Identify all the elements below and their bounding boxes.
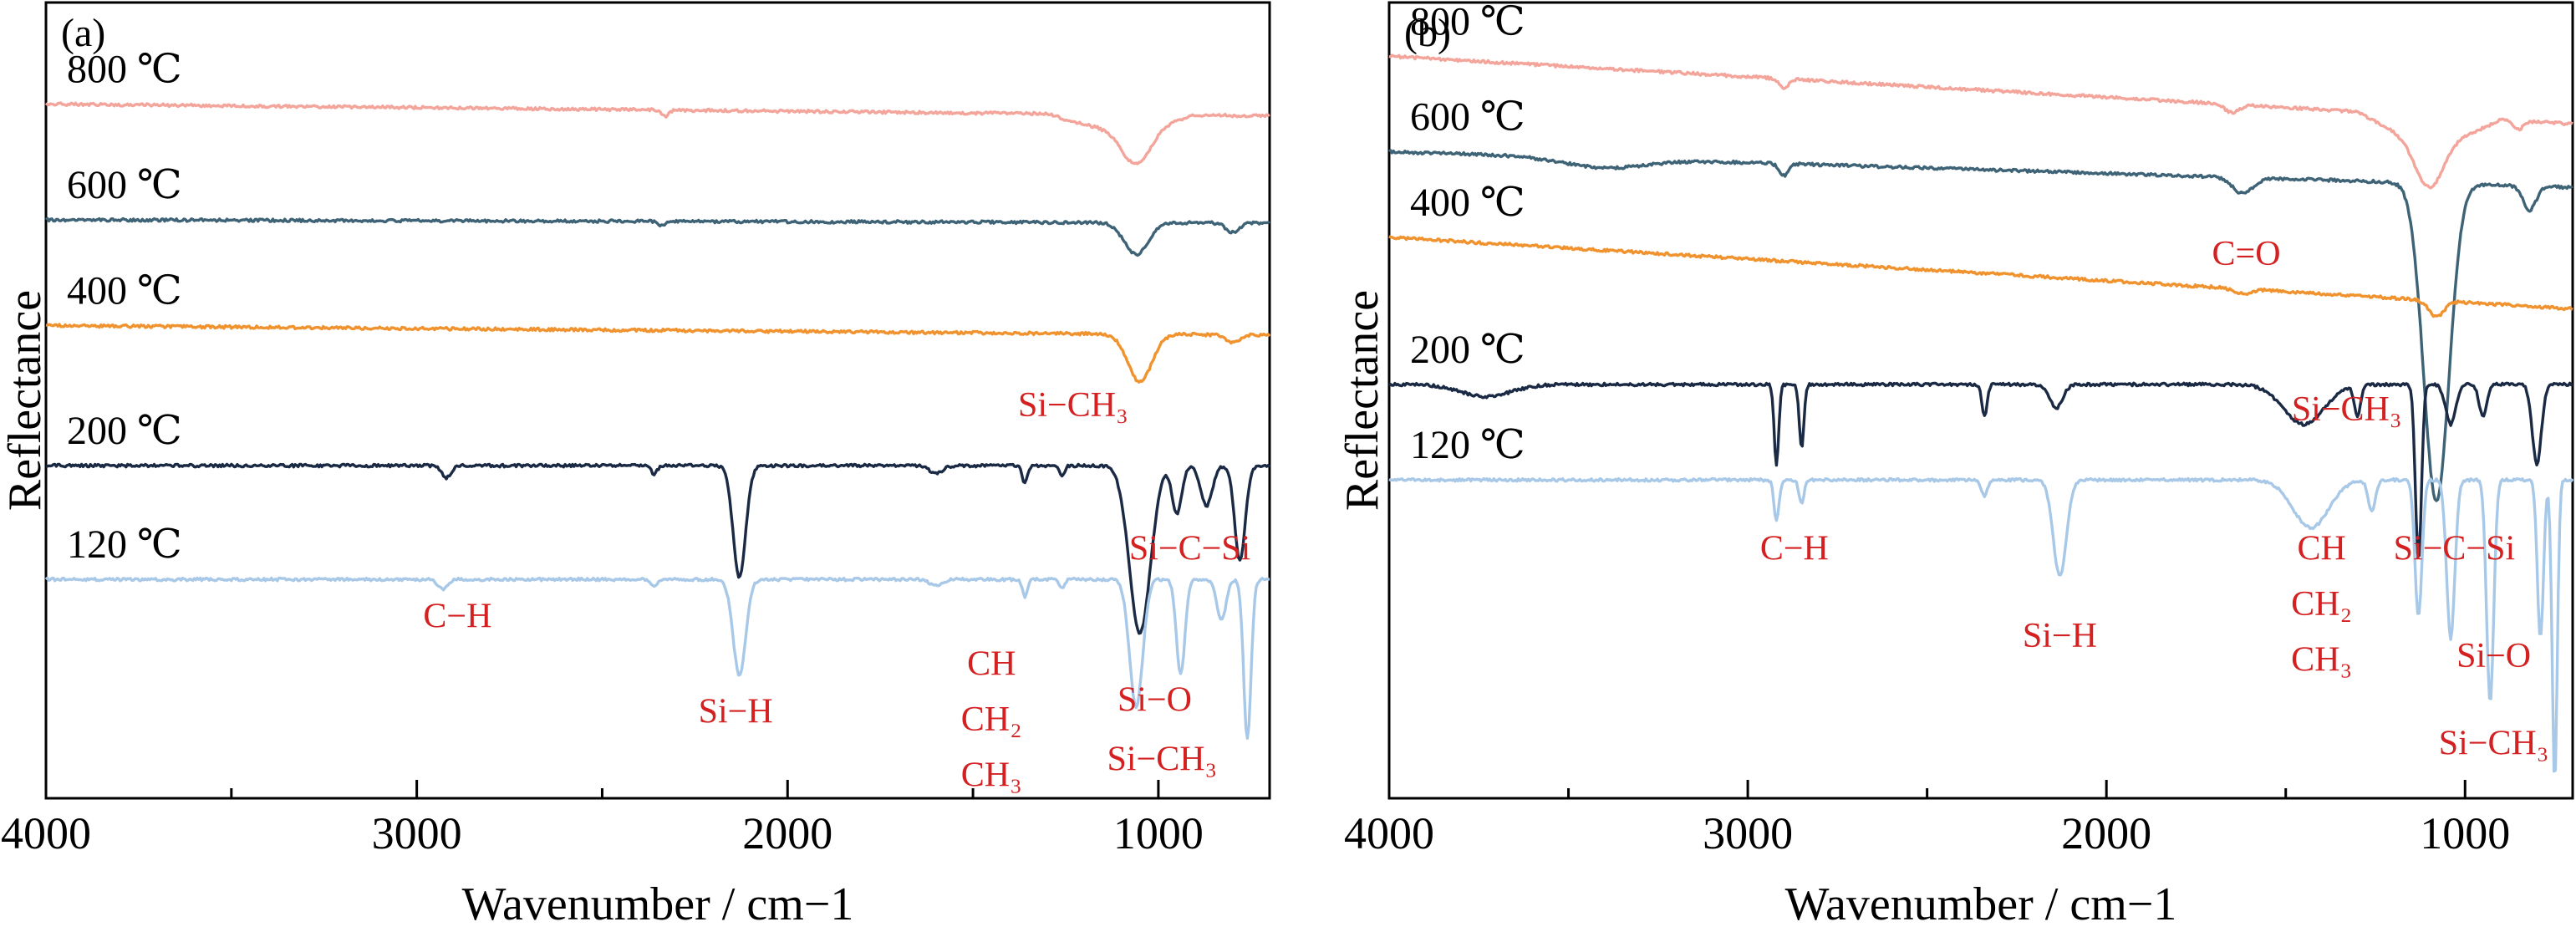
peak-annotation: CH bbox=[967, 644, 1016, 683]
peak-annotation: CH₂ bbox=[961, 700, 1022, 739]
x-tick-label: 4000 bbox=[1344, 808, 1434, 858]
series-label: 120 ℃ bbox=[67, 522, 182, 567]
peak-annotation: CH₃ bbox=[961, 756, 1022, 795]
peak-annotation: CH₂ bbox=[2291, 585, 2352, 624]
peak-annotation: Si−CH₃ bbox=[1107, 741, 1217, 779]
series-label: 200 ℃ bbox=[1410, 328, 1525, 372]
series-line-2 bbox=[1388, 235, 2573, 318]
series-line-1 bbox=[1387, 149, 2573, 502]
series-line-4 bbox=[1388, 476, 2574, 773]
panel-label: (a) bbox=[61, 11, 105, 55]
y-axis-title: Reflectance bbox=[0, 290, 51, 511]
peak-annotation: CH₃ bbox=[2291, 641, 2352, 680]
panel-a: 4000 3000 2000 1000 Wavenumber / cm−1 Reflect… bbox=[0, 1, 1271, 930]
series-label: 400 ℃ bbox=[67, 269, 182, 313]
series-label: 120 ℃ bbox=[1410, 423, 1525, 467]
peak-annotation: Si−C−Si bbox=[2394, 529, 2515, 568]
panel-label: (b) bbox=[1404, 11, 1451, 55]
peak-annotation: C−H bbox=[423, 597, 491, 635]
peak-annotation: Si−O bbox=[1117, 680, 1192, 719]
peak-annotation: Si−C−Si bbox=[1129, 529, 1250, 568]
series-label: 600 ℃ bbox=[67, 163, 182, 207]
plot-frame bbox=[1387, 1, 2574, 800]
x-tick-label: 1000 bbox=[1113, 808, 1204, 858]
peak-annotation: Si−CH₃ bbox=[1018, 386, 1128, 425]
panel-b: 4000 3000 2000 1000 Wavenumber / cm−1 Reflect… bbox=[1336, 0, 2574, 930]
series-line-3 bbox=[1388, 381, 2573, 558]
x-tick-label: 1000 bbox=[2420, 808, 2510, 858]
x-axis-title: Wavenumber / cm−1 bbox=[1785, 879, 2177, 930]
series-label: 800 ℃ bbox=[67, 47, 182, 91]
series-line-0 bbox=[44, 101, 1270, 166]
peak-annotation: CH bbox=[2297, 529, 2345, 568]
series-label: 200 ℃ bbox=[67, 409, 182, 453]
peak-annotation: Si−CH₃ bbox=[2439, 725, 2549, 763]
x-axis-title: Wavenumber / cm−1 bbox=[462, 879, 854, 930]
peak-annotation: Si−CH₃ bbox=[2292, 390, 2402, 429]
peak-annotation: Si−O bbox=[2456, 637, 2531, 675]
series-line-4 bbox=[44, 576, 1270, 740]
series-line-3 bbox=[45, 462, 1271, 635]
peak-annotation: C=O bbox=[2212, 235, 2281, 273]
series-line-2 bbox=[45, 323, 1271, 384]
x-tick-label: 2000 bbox=[742, 808, 832, 858]
x-tick-label: 4000 bbox=[1, 808, 91, 858]
series-label: 800 ℃ bbox=[1410, 0, 1525, 43]
x-tick-label: 3000 bbox=[372, 808, 462, 858]
y-axis-title: Reflectance bbox=[1336, 290, 1388, 511]
x-tick-label: 2000 bbox=[2061, 808, 2151, 858]
peak-annotation: Si−H bbox=[2023, 617, 2097, 655]
series-label: 600 ℃ bbox=[1410, 95, 1525, 140]
peak-annotation: C−H bbox=[1760, 529, 1829, 568]
series-line-1 bbox=[44, 216, 1270, 257]
peak-annotation: Si−H bbox=[699, 693, 773, 731]
x-tick-label: 3000 bbox=[1703, 808, 1793, 858]
series-label: 400 ℃ bbox=[1410, 181, 1525, 225]
series-line-0 bbox=[1388, 53, 2573, 190]
plot-frame bbox=[44, 1, 1271, 800]
